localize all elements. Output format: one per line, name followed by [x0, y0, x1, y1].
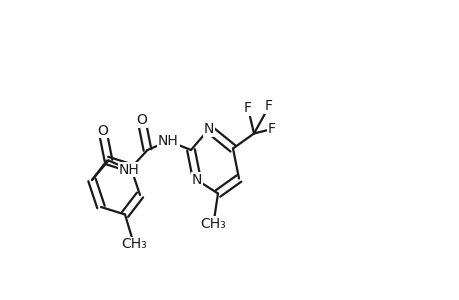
Text: O: O	[97, 124, 108, 137]
Text: CH₃: CH₃	[121, 238, 146, 251]
Text: F: F	[264, 100, 272, 113]
Text: NH: NH	[119, 163, 140, 176]
Text: F: F	[268, 122, 275, 136]
Text: NH: NH	[158, 134, 179, 148]
Text: CH₃: CH₃	[200, 217, 226, 230]
Text: F: F	[243, 101, 252, 115]
Text: N: N	[203, 122, 214, 136]
Text: N: N	[191, 173, 202, 187]
Text: O: O	[136, 113, 146, 127]
